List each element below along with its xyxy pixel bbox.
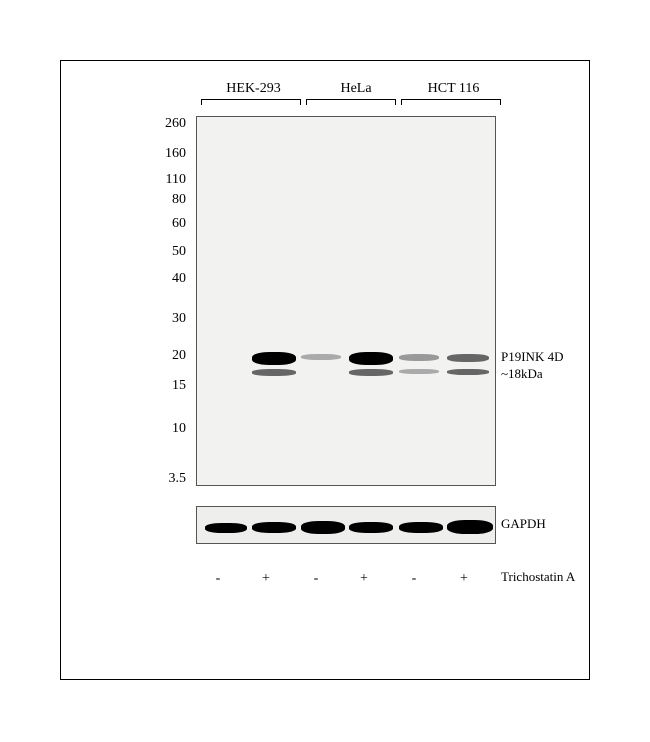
treatment-mark: + xyxy=(454,571,474,587)
mw-260: 260 xyxy=(156,116,186,132)
treatment-indicators: - + - + - + xyxy=(196,571,496,591)
gapdh-band xyxy=(252,522,296,533)
cell-line-hek293: HEK-293 xyxy=(201,81,306,97)
mw-15: 15 xyxy=(156,378,186,394)
mw-10: 10 xyxy=(156,421,186,437)
blot-band xyxy=(447,354,489,362)
main-western-blot xyxy=(196,116,496,486)
cell-line-label: HeLa xyxy=(340,81,371,96)
bracket-hek293 xyxy=(201,99,301,105)
mw-60: 60 xyxy=(156,216,186,232)
treatment-label: Trichostatin A xyxy=(501,569,575,585)
blot-band xyxy=(349,369,393,376)
cell-line-label: HCT 116 xyxy=(428,81,480,96)
blot-band xyxy=(399,354,439,361)
gapdh-band xyxy=(447,520,493,534)
gapdh-band xyxy=(205,523,247,533)
gapdh-band xyxy=(399,522,443,533)
mw-80: 80 xyxy=(156,192,186,208)
treatment-mark: - xyxy=(404,571,424,587)
blot-band xyxy=(349,352,393,365)
mw-20: 20 xyxy=(156,348,186,364)
figure-container: HEK-293 HeLa HCT 116 260 160 110 80 60 5… xyxy=(60,60,590,680)
mw-160: 160 xyxy=(156,146,186,162)
mw-3-5: 3.5 xyxy=(156,471,186,487)
mw-40: 40 xyxy=(156,271,186,287)
cell-line-hela: HeLa xyxy=(311,81,401,97)
mw-110: 110 xyxy=(156,172,186,188)
figure-inner: HEK-293 HeLa HCT 116 260 160 110 80 60 5… xyxy=(61,61,589,679)
blot-band xyxy=(447,369,489,375)
cell-line-hct116: HCT 116 xyxy=(401,81,506,97)
gapdh-band xyxy=(349,522,393,533)
treatment-mark: + xyxy=(256,571,276,587)
cell-line-label: HEK-293 xyxy=(226,81,280,96)
gapdh-label: GAPDH xyxy=(501,516,546,532)
gapdh-band xyxy=(301,521,345,534)
gapdh-loading-control xyxy=(196,506,496,544)
mw-50: 50 xyxy=(156,244,186,260)
protein-label: P19INK 4D xyxy=(501,349,563,365)
bracket-hct116 xyxy=(401,99,501,105)
mw-label: ~18kDa xyxy=(501,366,543,382)
treatment-mark: - xyxy=(208,571,228,587)
treatment-mark: + xyxy=(354,571,374,587)
treatment-mark: - xyxy=(306,571,326,587)
mw-30: 30 xyxy=(156,311,186,327)
blot-band xyxy=(399,369,439,374)
cell-line-header: HEK-293 HeLa HCT 116 xyxy=(201,81,511,111)
blot-band xyxy=(252,352,296,365)
blot-band xyxy=(252,369,296,376)
bracket-hela xyxy=(306,99,396,105)
blot-band xyxy=(301,354,341,360)
